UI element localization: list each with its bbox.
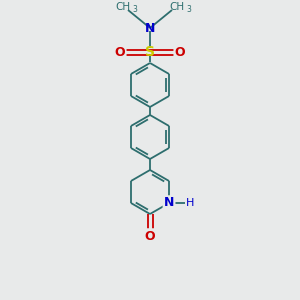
Text: O: O: [145, 230, 155, 242]
Text: 3: 3: [132, 4, 137, 14]
Text: N: N: [164, 196, 174, 209]
Text: H: H: [186, 198, 194, 208]
Text: O: O: [115, 46, 125, 59]
Text: 3: 3: [186, 4, 191, 14]
Text: S: S: [145, 45, 155, 59]
Text: N: N: [145, 22, 155, 34]
Text: CH: CH: [116, 2, 130, 12]
Text: CH: CH: [169, 2, 184, 12]
Text: O: O: [175, 46, 185, 59]
